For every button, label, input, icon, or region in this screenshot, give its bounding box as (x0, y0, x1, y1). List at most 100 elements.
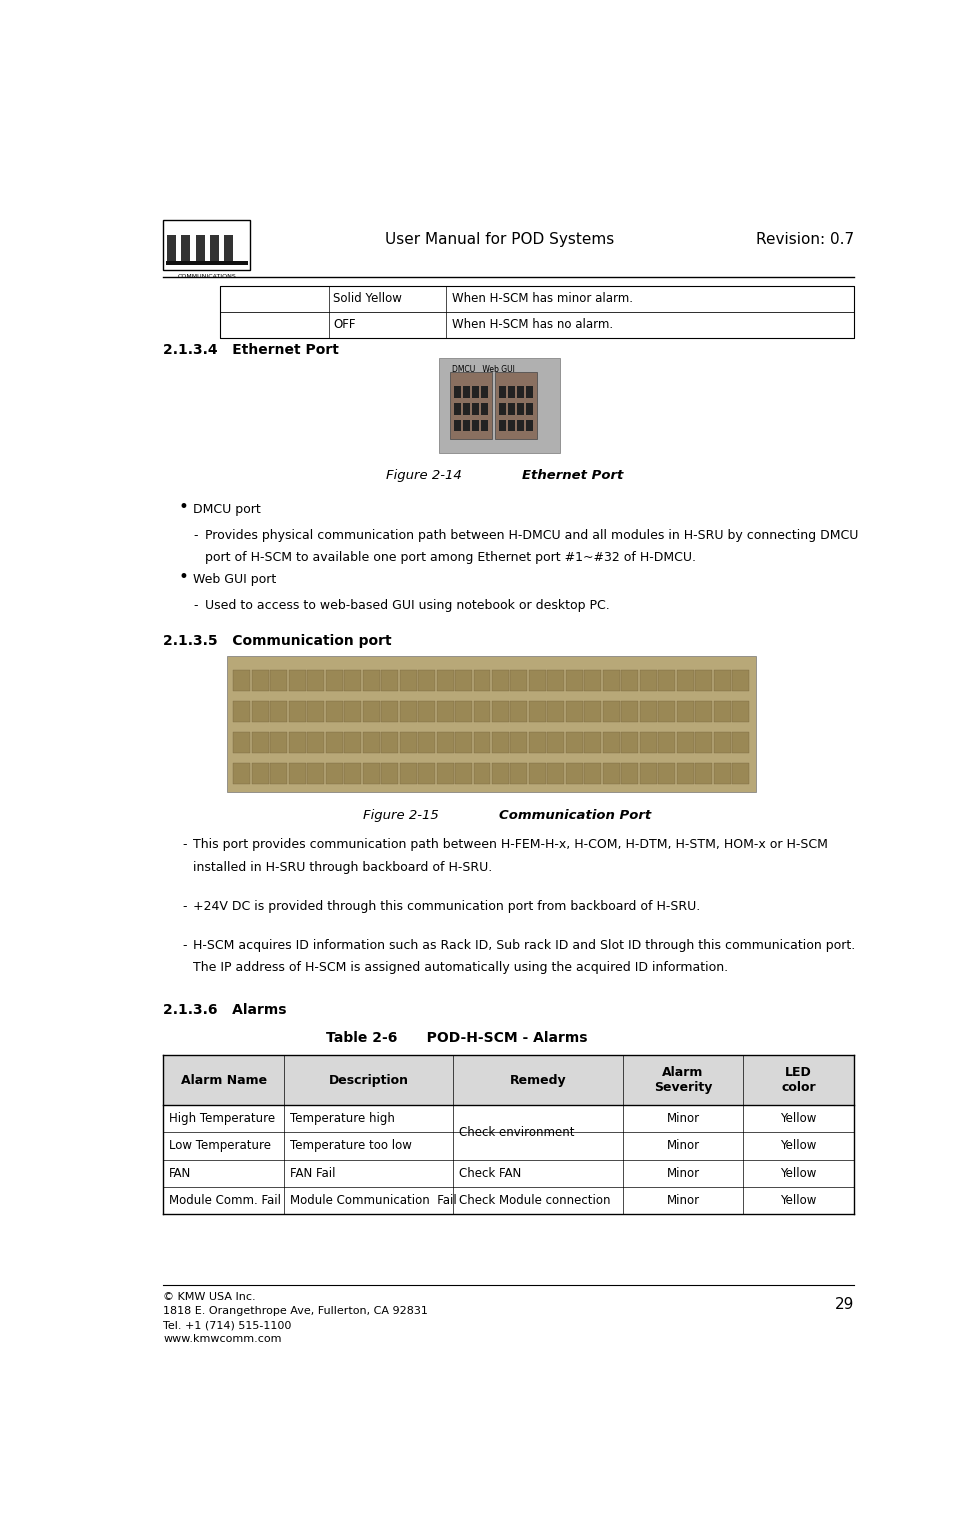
Bar (640, 670, 656, 691)
Bar (714, 701, 730, 722)
Bar (584, 732, 601, 753)
Text: 29: 29 (835, 1297, 854, 1312)
Bar (547, 732, 564, 753)
Text: -: - (194, 528, 198, 542)
Bar (603, 764, 619, 784)
Text: port of H-SCM to available one port among Ethernet port #1~#32 of H-DMCU.: port of H-SCM to available one port amon… (205, 551, 695, 564)
Bar (166, 260, 247, 265)
Text: -: - (182, 899, 187, 913)
Text: DMCU port: DMCU port (194, 502, 261, 516)
Bar (566, 701, 582, 722)
Bar (677, 732, 693, 753)
Bar (289, 732, 306, 753)
Bar (252, 764, 269, 784)
Text: Check Module connection: Check Module connection (460, 1194, 611, 1207)
Text: Used to access to web-based GUI using notebook or desktop PC.: Used to access to web-based GUI using no… (205, 599, 610, 611)
Bar (220, 285, 854, 311)
Bar (473, 701, 491, 722)
Bar (566, 670, 582, 691)
Bar (418, 670, 435, 691)
Text: Module Comm. Fail: Module Comm. Fail (169, 1194, 281, 1207)
Bar (473, 732, 491, 753)
Bar (271, 701, 287, 722)
Text: When H-SCM has no alarm.: When H-SCM has no alarm. (452, 319, 614, 331)
Text: Module Communication  Fail: Module Communication Fail (290, 1194, 457, 1207)
Text: FAN: FAN (169, 1167, 192, 1180)
Text: Figure 2-15: Figure 2-15 (363, 808, 439, 821)
Text: Minor: Minor (666, 1167, 699, 1180)
Text: Provides physical communication path between H-DMCU and all modules in H-SRU by : Provides physical communication path bet… (205, 528, 858, 542)
Bar (362, 701, 380, 722)
Bar (381, 764, 398, 784)
Text: Minor: Minor (666, 1194, 699, 1207)
Bar (621, 701, 638, 722)
Bar (526, 419, 533, 431)
Bar (473, 670, 491, 691)
Bar (529, 764, 545, 784)
Bar (399, 670, 417, 691)
Bar (510, 670, 528, 691)
Bar (492, 670, 509, 691)
Bar (220, 285, 854, 337)
Bar (621, 670, 638, 691)
Bar (510, 701, 528, 722)
Bar (496, 373, 537, 439)
Bar (714, 732, 730, 753)
Text: Web GUI port: Web GUI port (194, 573, 277, 585)
Text: Yellow: Yellow (780, 1194, 817, 1207)
Text: Ethernet Port: Ethernet Port (522, 470, 623, 482)
Bar (658, 670, 675, 691)
Text: Remedy: Remedy (509, 1073, 566, 1087)
Text: Description: Description (329, 1073, 409, 1087)
Bar (677, 670, 693, 691)
Bar (658, 701, 675, 722)
Bar (584, 670, 601, 691)
Bar (308, 701, 324, 722)
Bar (640, 764, 656, 784)
Bar (308, 670, 324, 691)
Bar (603, 701, 619, 722)
Bar (473, 764, 491, 784)
Bar (500, 403, 506, 414)
Text: Check environment: Check environment (460, 1126, 575, 1138)
Text: Yellow: Yellow (780, 1112, 817, 1126)
Bar (455, 732, 472, 753)
Bar (399, 701, 417, 722)
Text: Revision: 0.7: Revision: 0.7 (756, 233, 854, 248)
Bar (418, 732, 435, 753)
Bar (454, 403, 461, 414)
Bar (714, 670, 730, 691)
Bar (500, 387, 506, 399)
Bar (529, 701, 545, 722)
Bar (492, 701, 509, 722)
Text: Communication Port: Communication Port (500, 808, 652, 821)
Text: •: • (178, 497, 188, 516)
Bar (252, 670, 269, 691)
Bar (399, 732, 417, 753)
Text: LED
color: LED color (781, 1066, 816, 1093)
Bar (436, 732, 454, 753)
Text: Minor: Minor (666, 1140, 699, 1152)
Text: -: - (182, 838, 187, 852)
Bar (695, 670, 712, 691)
Bar (455, 764, 472, 784)
Bar (529, 732, 545, 753)
Bar (695, 701, 712, 722)
Bar (481, 419, 488, 431)
Bar (344, 701, 361, 722)
Bar (481, 387, 488, 399)
Bar (526, 387, 533, 399)
Bar (526, 403, 533, 414)
Bar (381, 701, 398, 722)
Bar (492, 764, 509, 784)
Bar (252, 701, 269, 722)
Bar (308, 764, 324, 784)
Bar (362, 732, 380, 753)
Bar (164, 1106, 854, 1132)
Bar (677, 764, 693, 784)
Bar (529, 670, 545, 691)
Text: DMCU   Web GUI: DMCU Web GUI (452, 365, 515, 374)
Text: Yellow: Yellow (780, 1140, 817, 1152)
Text: COMMUNICATIONS: COMMUNICATIONS (177, 274, 236, 279)
Bar (517, 419, 524, 431)
